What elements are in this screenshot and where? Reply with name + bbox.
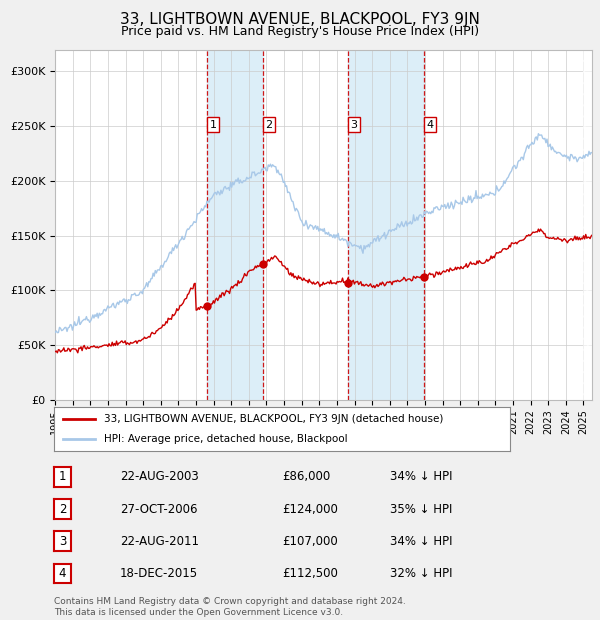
Text: 3: 3 [350, 120, 358, 130]
Text: 32% ↓ HPI: 32% ↓ HPI [390, 567, 452, 580]
Text: 27-OCT-2006: 27-OCT-2006 [120, 503, 197, 515]
Text: 22-AUG-2011: 22-AUG-2011 [120, 535, 199, 547]
Text: Contains HM Land Registry data © Crown copyright and database right 2024.
This d: Contains HM Land Registry data © Crown c… [54, 598, 406, 617]
Text: 33, LIGHTBOWN AVENUE, BLACKPOOL, FY3 9JN (detached house): 33, LIGHTBOWN AVENUE, BLACKPOOL, FY3 9JN… [104, 414, 443, 424]
Bar [583, 50, 592, 400]
Text: 1: 1 [209, 120, 217, 130]
Text: Price paid vs. HM Land Registry's House Price Index (HPI): Price paid vs. HM Land Registry's House … [121, 25, 479, 38]
Text: 33, LIGHTBOWN AVENUE, BLACKPOOL, FY3 9JN: 33, LIGHTBOWN AVENUE, BLACKPOOL, FY3 9JN [120, 12, 480, 27]
Text: 34% ↓ HPI: 34% ↓ HPI [390, 535, 452, 547]
Text: 2: 2 [59, 503, 66, 515]
Text: 3: 3 [59, 535, 66, 547]
Text: £124,000: £124,000 [282, 503, 338, 515]
Text: £112,500: £112,500 [282, 567, 338, 580]
Text: 22-AUG-2003: 22-AUG-2003 [120, 471, 199, 483]
Text: 4: 4 [427, 120, 434, 130]
Text: 1: 1 [59, 471, 66, 483]
Text: £107,000: £107,000 [282, 535, 338, 547]
Text: HPI: Average price, detached house, Blackpool: HPI: Average price, detached house, Blac… [104, 434, 348, 445]
Bar [208, 50, 263, 400]
Text: 2: 2 [265, 120, 272, 130]
Bar [349, 50, 424, 400]
Text: 34% ↓ HPI: 34% ↓ HPI [390, 471, 452, 483]
Text: £86,000: £86,000 [282, 471, 330, 483]
Text: 18-DEC-2015: 18-DEC-2015 [120, 567, 198, 580]
Text: 35% ↓ HPI: 35% ↓ HPI [390, 503, 452, 515]
Text: 4: 4 [59, 567, 66, 580]
